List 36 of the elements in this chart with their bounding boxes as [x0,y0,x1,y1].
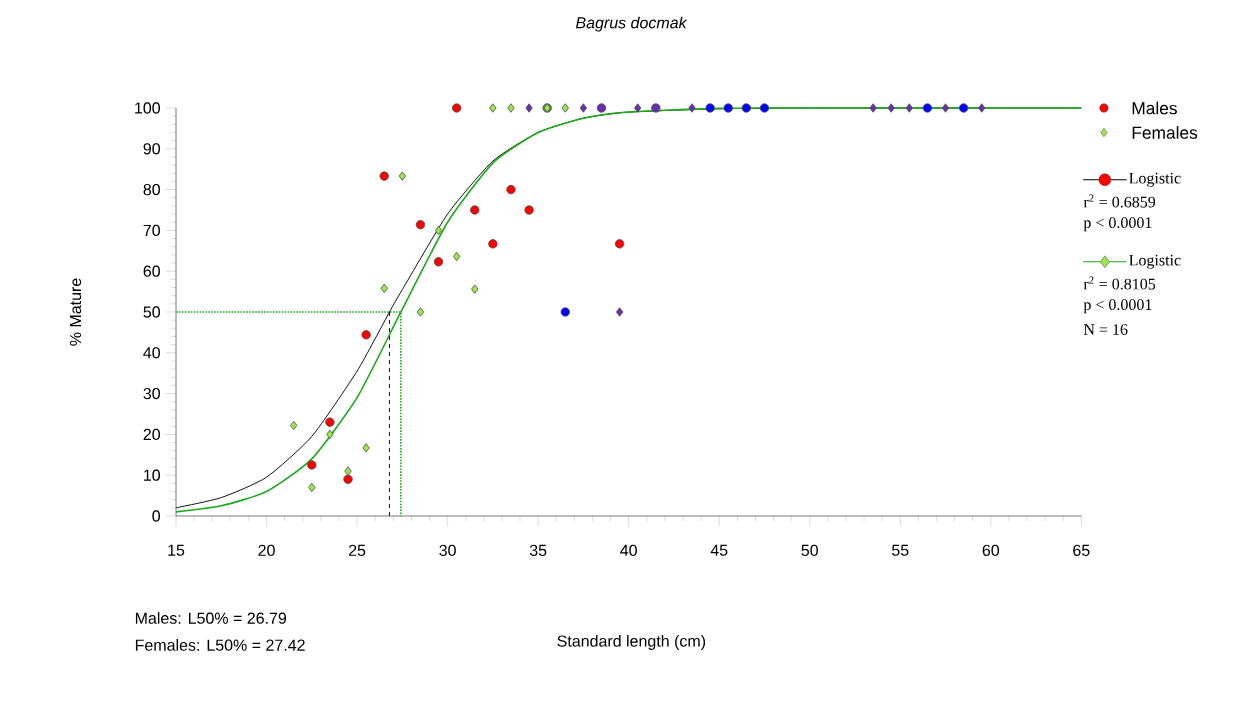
x-tick-label: 20 [258,544,275,557]
text: p < 0.0001 [1083,217,1152,232]
x-axis-title: Standard length (cm) [557,635,706,650]
text: p < 0.0001 [1083,299,1152,314]
text: Males: L50% = 26.79 [135,612,287,624]
y-tick-label: 70 [143,224,161,237]
y-tick-label: 10 [144,469,161,481]
y-tick-label: 60 [143,265,161,277]
x-tick-label: 15 [168,544,185,556]
y-tick-label: 80 [143,183,161,196]
x-tick-label: 60 [982,544,1000,557]
y-tick-label: 20 [143,428,161,441]
x-tick-label: 40 [620,544,637,557]
text: Females: L50% = 27.42 [135,639,305,651]
y-tick-label: 100 [135,102,161,114]
x-tick-label: 50 [801,544,819,557]
x-tick-label: 25 [348,544,366,557]
legend-label: Females [1132,126,1198,139]
x-tick-label: 45 [710,544,728,556]
legend-label: Logistic [1129,254,1181,269]
text: r$^{2}$ = 0.8105 [1083,276,1156,290]
x-tick-label: 35 [529,544,547,557]
legend-label: Logistic [1129,172,1181,187]
x-tick-label: 65 [1073,544,1090,557]
y-tick-label: 30 [143,387,161,400]
y-axis-title: % Mature [69,278,82,346]
y-tick-label: 40 [143,347,161,359]
text: N = 16 [1083,324,1128,335]
x-tick-label: 55 [892,544,909,556]
y-tick-label: 50 [143,306,161,318]
legend-label: Males [1132,101,1177,115]
y-tick-label: 0 [152,510,161,522]
text: r$^{2}$ = 0.6859 [1083,194,1156,208]
y-tick-label: 90 [143,143,161,155]
x-tick-label: 30 [439,544,456,557]
chart-title: Bagrus docmak [575,16,688,32]
